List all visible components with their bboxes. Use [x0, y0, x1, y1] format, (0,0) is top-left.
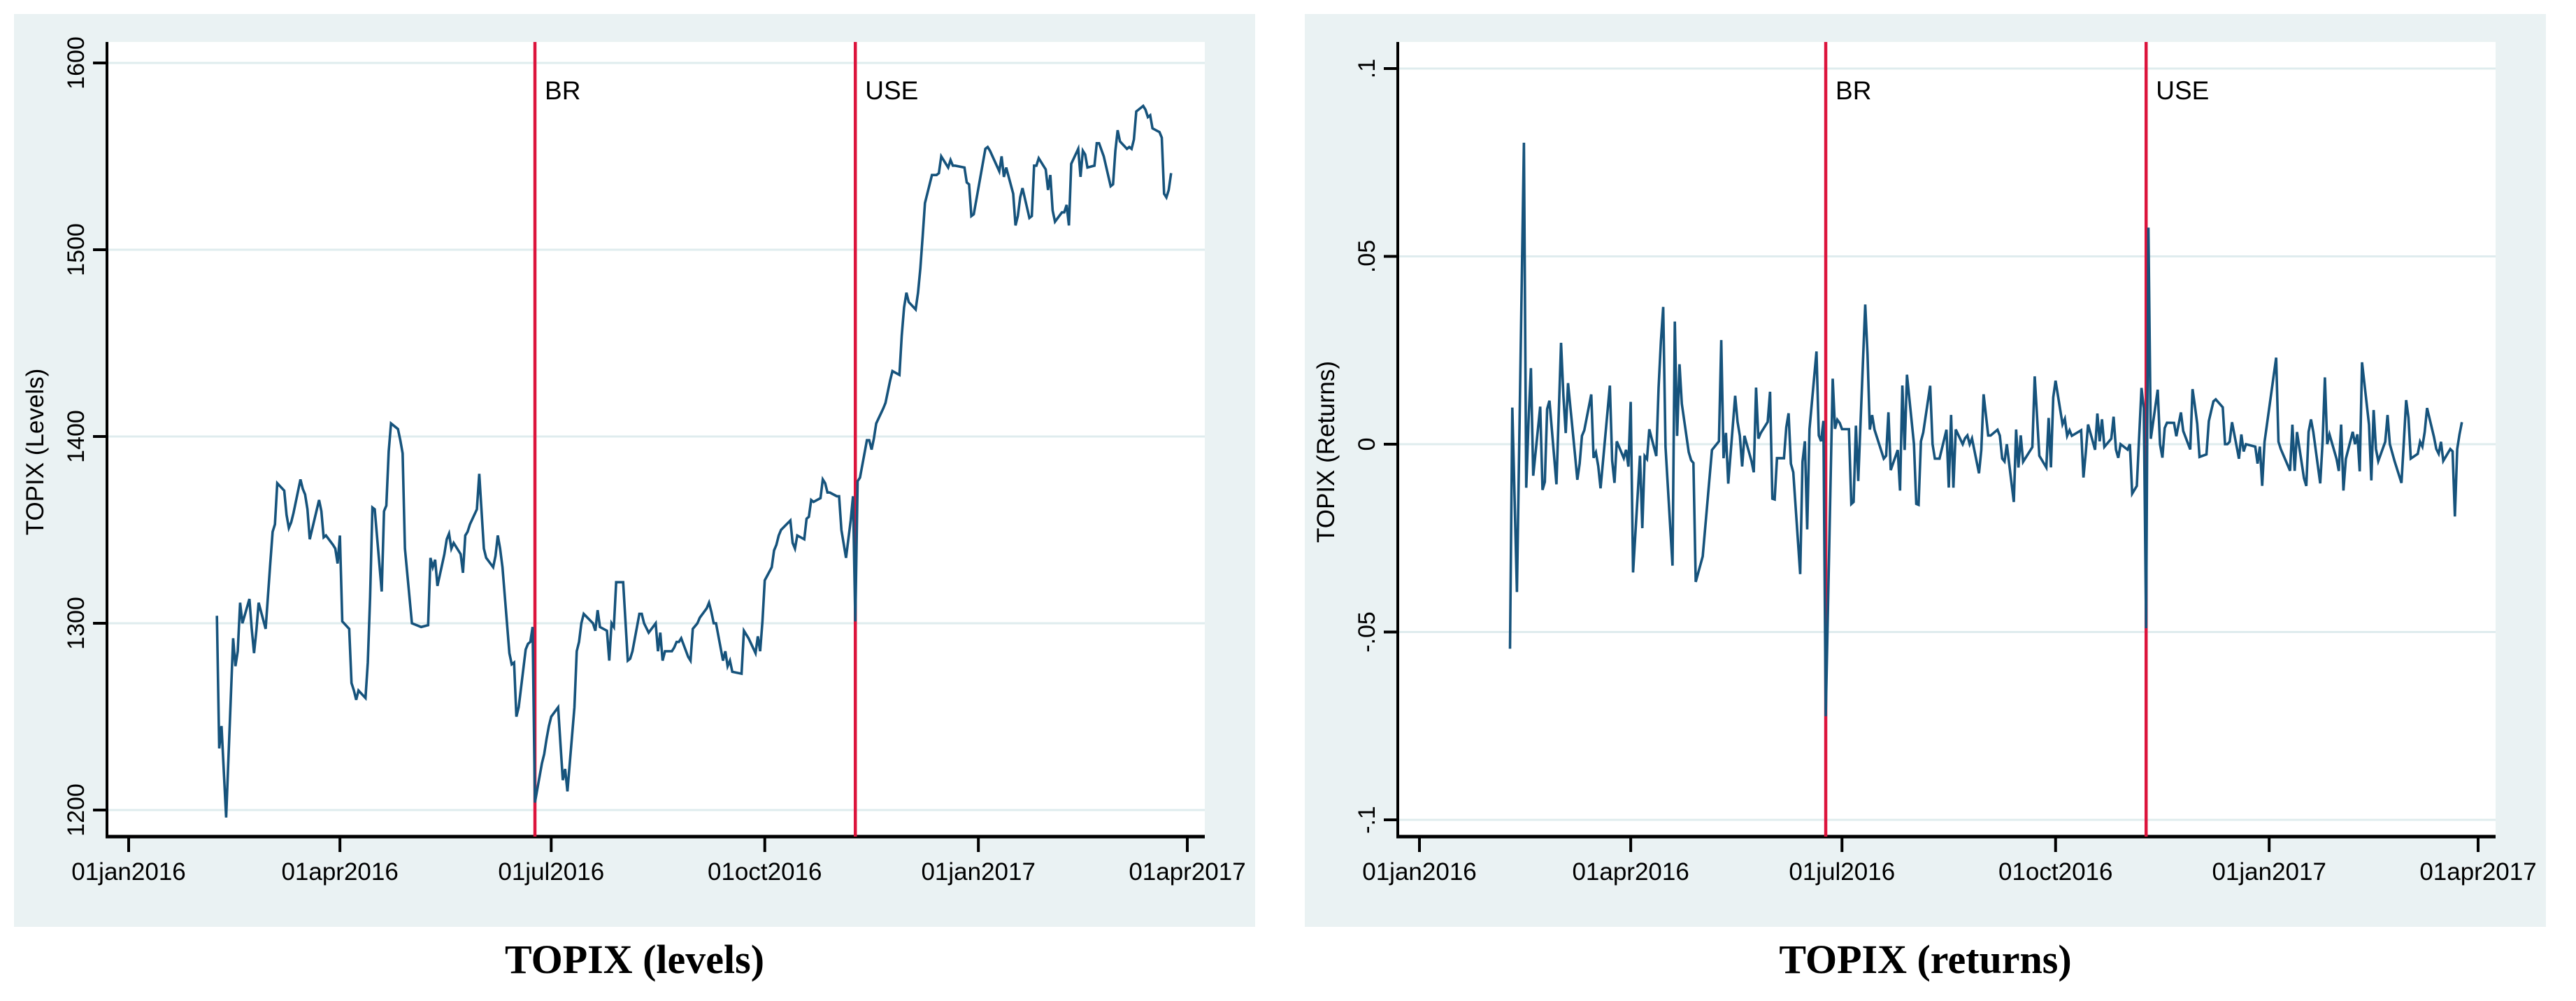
y-tick-label: 1200	[63, 783, 90, 837]
x-tick-label: 01oct2016	[1998, 858, 2112, 886]
x-tick-label: 01jan2016	[1362, 858, 1477, 886]
event-label-br: BR	[545, 76, 580, 105]
series-line	[1508, 142, 2463, 716]
y-tick-label: 1600	[63, 36, 90, 90]
event-label-use: USE	[2156, 76, 2209, 105]
y-tick-label: -.05	[1354, 611, 1380, 653]
x-tick-label: 01apr2017	[1129, 858, 1245, 886]
x-tick-label: 01apr2016	[1572, 858, 1689, 886]
x-tick-label: 01jan2016	[71, 858, 186, 886]
event-label-br: BR	[1836, 76, 1871, 105]
y-tick-label: .1	[1354, 59, 1380, 78]
levels-caption: TOPIX (levels)	[504, 937, 765, 982]
x-tick-label: 01oct2016	[708, 858, 822, 886]
plot-region	[107, 42, 1205, 837]
returns-chart: -.1 -.05 0 .05 .1 01jan2016 01apr2016 01jul2016…	[1305, 14, 2546, 927]
y-tick-label: 1400	[63, 410, 90, 463]
series-line	[215, 104, 1173, 818]
x-tick-label: 01jan2017	[921, 858, 1036, 886]
y-tick-label: -.1	[1354, 806, 1380, 834]
x-tick-label: 01jul2016	[498, 858, 604, 886]
y-tick-label: 1500	[63, 223, 90, 276]
levels-chart: 1200 1300 1400 1500 1600 01jan2016 01apr2016 01…	[14, 14, 1255, 927]
y-tick-label: .05	[1354, 240, 1380, 273]
y-tick-label: 1300	[63, 597, 90, 650]
y-axis-title: TOPIX (Returns)	[1312, 361, 1340, 543]
x-tick-label: 01apr2017	[2419, 858, 2536, 886]
y-axis-title: TOPIX (Levels)	[22, 369, 49, 536]
event-label-use: USE	[865, 76, 918, 105]
y-tick-label: 0	[1354, 438, 1380, 451]
x-tick-label: 01jul2016	[1789, 858, 1895, 886]
returns-caption: TOPIX (returns)	[1779, 937, 2072, 982]
x-tick-label: 01jan2017	[2212, 858, 2326, 886]
x-tick-label: 01apr2016	[281, 858, 398, 886]
